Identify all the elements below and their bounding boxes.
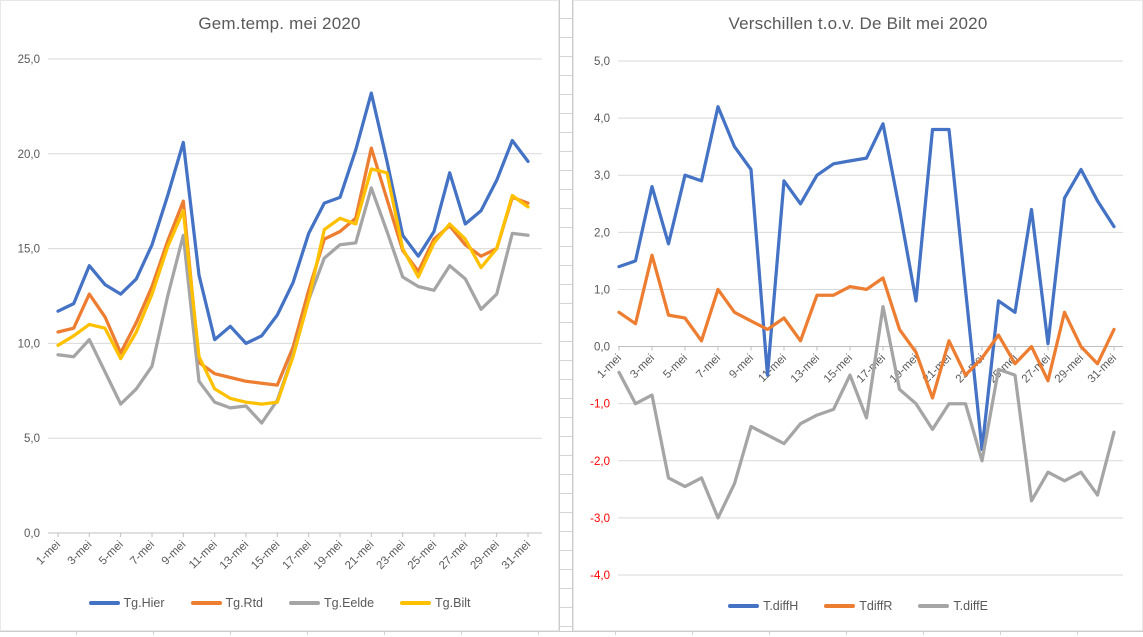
legend-label: Tg.Eelde bbox=[324, 596, 375, 610]
y-axis-tick-label: 4,0 bbox=[594, 113, 610, 125]
chart-object-gem-temp[interactable]: Gem.temp. mei 2020 25,0 20,0 15,0 10,0 5,0 0,… bbox=[0, 0, 559, 631]
series-line-t-diffh[interactable] bbox=[617, 105, 1116, 452]
x-axis-tick-label: 5-mei bbox=[661, 352, 690, 381]
legend-line-swatch bbox=[190, 601, 222, 605]
y-axis-tick-label: -1,0 bbox=[590, 399, 610, 411]
x-axis-tick-label: 17-mei bbox=[280, 539, 313, 572]
x-axis-tick-label: 9-mei bbox=[160, 539, 189, 568]
y-axis-tick-label: 10,0 bbox=[18, 338, 40, 350]
worksheet-gap-strip bbox=[559, 0, 573, 635]
legend-line-swatch bbox=[88, 601, 120, 605]
legend-item-t-diffh: T.diffH bbox=[728, 599, 798, 613]
legend-line-swatch bbox=[400, 601, 432, 605]
x-axis-tick-label: 7-mei bbox=[128, 539, 157, 568]
x-axis-tick-label: 19-mei bbox=[312, 539, 345, 572]
legend-label: Tg.Bilt bbox=[435, 596, 471, 610]
y-axis-tick-label: 3,0 bbox=[594, 170, 610, 182]
x-axis-tick-label: 29-mei bbox=[1053, 352, 1086, 385]
x-axis-tick-label: 3-mei bbox=[66, 539, 95, 568]
y-axis-tick-label: 5,0 bbox=[594, 56, 610, 68]
x-axis-tick-label: 29-mei bbox=[468, 539, 501, 572]
y-axis-tick-label: 1,0 bbox=[594, 284, 610, 296]
legend-item-tg-hier: Tg.Hier bbox=[88, 596, 165, 610]
legend-line-swatch bbox=[728, 604, 760, 608]
x-axis-tick-label: 13-mei bbox=[789, 352, 822, 385]
legend-label: T.diffH bbox=[763, 599, 799, 613]
chart-legend: T.diffH TdiffR T.diffE bbox=[574, 599, 1142, 613]
series-line-tg-hier[interactable] bbox=[56, 91, 530, 346]
x-axis-tick-label: 3-mei bbox=[628, 352, 657, 381]
series-line-tdiffr[interactable] bbox=[617, 253, 1116, 400]
x-axis-tick-label: 21-mei bbox=[343, 539, 376, 572]
series-line-tg-eelde[interactable] bbox=[56, 186, 530, 425]
x-axis-tick-label: 23-mei bbox=[374, 539, 407, 572]
y-axis-tick-label: 0,0 bbox=[24, 528, 40, 540]
y-axis-tick-label: 25,0 bbox=[18, 54, 40, 66]
chart-object-verschillen[interactable]: Verschillen t.o.v. De Bilt mei 2020 5,0 4… bbox=[573, 0, 1143, 631]
x-axis-tick-label: 1-mei bbox=[34, 539, 63, 568]
x-axis-tick-label: 31-mei bbox=[500, 539, 533, 572]
x-axis-tick-label: 25-mei bbox=[406, 539, 439, 572]
legend-item-tg-bilt: Tg.Bilt bbox=[400, 596, 470, 610]
chart-title: Verschillen t.o.v. De Bilt mei 2020 bbox=[728, 14, 988, 33]
chart-plot-area: 25,0 20,0 15,0 10,0 5,0 0,01-mei 3-mei 5-mei 7-m… bbox=[18, 54, 542, 572]
x-axis-tick-label: 11-mei bbox=[187, 539, 220, 572]
x-axis-tick-label: 9-mei bbox=[727, 352, 756, 381]
x-axis-tick-label: 13-mei bbox=[218, 539, 251, 572]
legend-label: TdiffR bbox=[859, 599, 893, 613]
legend-label: Tg.Hier bbox=[123, 596, 165, 610]
y-axis-tick-label: 20,0 bbox=[18, 149, 40, 161]
series-line-t-diffe[interactable] bbox=[617, 304, 1116, 520]
legend-item-tdiffr: TdiffR bbox=[824, 599, 892, 613]
y-axis-tick-label: 15,0 bbox=[18, 244, 40, 256]
legend-item-t-diffe: T.diffE bbox=[918, 599, 988, 613]
worksheet-bottom-strip bbox=[0, 631, 1143, 635]
x-axis-tick-label: 15-mei bbox=[822, 352, 855, 385]
series-line-tg-bilt[interactable] bbox=[56, 167, 530, 406]
legend-label: Tg.Rtd bbox=[225, 596, 264, 610]
x-axis-tick-label: 5-mei bbox=[97, 539, 126, 568]
x-axis-tick-label: 11-mei bbox=[756, 352, 789, 385]
y-axis-tick-label: -2,0 bbox=[590, 456, 610, 468]
legend-item-tg-eelde: Tg.Eelde bbox=[289, 596, 374, 610]
x-axis-tick-label: 15-mei bbox=[249, 539, 282, 572]
legend-item-tg-rtd: Tg.Rtd bbox=[190, 596, 264, 610]
x-axis-tick-label: 7-mei bbox=[694, 352, 723, 381]
y-axis-tick-label: -4,0 bbox=[590, 570, 610, 582]
legend-line-swatch bbox=[824, 604, 856, 608]
chart-legend: Tg.Hier Tg.Rtd Tg.Eelde Tg.Bilt bbox=[1, 596, 558, 610]
x-axis-tick-label: 27-mei bbox=[437, 539, 470, 572]
y-axis-tick-label: 0,0 bbox=[594, 342, 610, 354]
chart-title: Gem.temp. mei 2020 bbox=[198, 14, 361, 33]
y-axis-tick-label: -3,0 bbox=[590, 513, 610, 525]
legend-line-swatch bbox=[289, 601, 321, 605]
chart-plot-area: 5,04,03,02,01,00,0-1,0-2,0-3,0-4,01-mei 3… bbox=[590, 56, 1123, 582]
legend-label: T.diffE bbox=[953, 599, 988, 613]
y-axis-tick-label: 2,0 bbox=[594, 227, 610, 239]
legend-line-swatch bbox=[918, 604, 950, 608]
y-axis-tick-label: 5,0 bbox=[24, 433, 40, 445]
